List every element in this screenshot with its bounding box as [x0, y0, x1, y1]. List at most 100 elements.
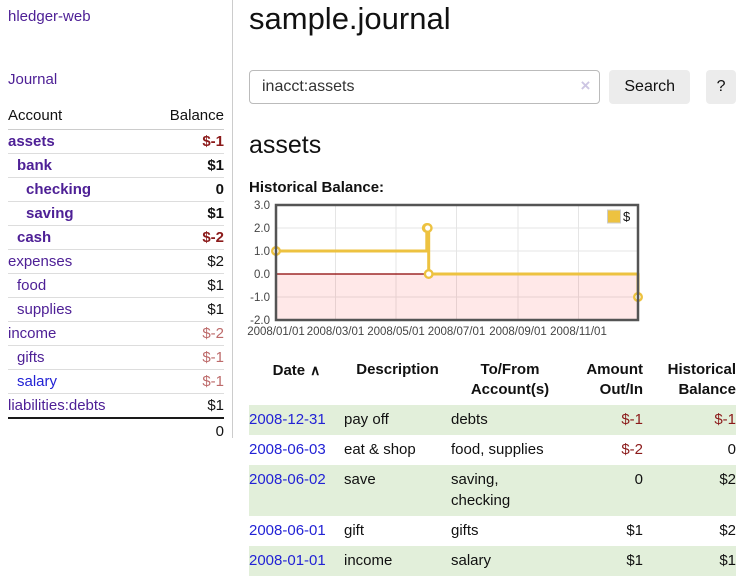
- accounts-table: Account Balance assets $-1 bank $1 checking 0…: [8, 104, 224, 443]
- transaction-amount: 0: [569, 465, 643, 516]
- account-row: bank $1: [8, 153, 224, 178]
- transaction-description: save: [344, 465, 451, 516]
- account-link[interactable]: assets: [8, 133, 55, 150]
- account-link[interactable]: checking: [26, 181, 92, 198]
- account-balance: $1: [146, 273, 224, 298]
- column-header-label: To/From Account(s): [470, 361, 550, 398]
- svg-text:3.0: 3.0: [254, 200, 270, 212]
- account-link[interactable]: supplies: [17, 301, 73, 318]
- transaction-date-link[interactable]: 2008-06-01: [249, 522, 326, 539]
- column-header-description: Description: [344, 358, 451, 405]
- account-row: food $1: [8, 273, 224, 298]
- help-button[interactable]: ?: [706, 70, 736, 104]
- transaction-date-cell: 2008-06-02: [249, 465, 344, 516]
- transaction-amount: $-2: [621, 441, 643, 458]
- transaction-amount: $-1: [569, 405, 643, 435]
- account-link[interactable]: salary: [17, 373, 58, 390]
- transaction-date-cell: 2008-06-01: [249, 516, 344, 546]
- account-row: saving $1: [8, 201, 224, 226]
- account-row: cash $-2: [8, 225, 224, 250]
- account-name-cell: cash: [8, 225, 147, 250]
- account-balance: $1: [146, 153, 224, 178]
- account-row: salary $-1: [8, 369, 224, 394]
- account-balance: $-1: [146, 345, 224, 370]
- transaction-balance: $-1: [643, 405, 736, 435]
- transaction-accounts: gifts: [451, 522, 479, 539]
- account-row: gifts $-1: [8, 345, 224, 370]
- transaction-description: gift: [344, 522, 365, 539]
- svg-text:2008/07/01: 2008/07/01: [428, 326, 486, 338]
- column-header-label: Historical Balance: [667, 361, 736, 398]
- account-name-cell: salary: [8, 369, 147, 394]
- transaction-row: 2008-06-02 save saving, checking 0 $2: [249, 465, 736, 516]
- svg-text:$: $: [623, 209, 631, 224]
- account-row: assets $-1: [8, 129, 224, 154]
- accounts-total-value: 0: [215, 423, 224, 440]
- transaction-date-link[interactable]: 2008-06-02: [249, 471, 326, 488]
- account-name-cell: assets: [8, 129, 147, 154]
- accounts-header-row: Account Balance: [8, 104, 224, 130]
- svg-text:-2.0: -2.0: [250, 315, 270, 327]
- clear-search-icon[interactable]: ×: [580, 76, 591, 95]
- account-row: supplies $1: [8, 297, 224, 322]
- column-header-label: Amount Out/In: [586, 361, 643, 398]
- transaction-row: 2008-06-03 eat & shop food, supplies $-2 0: [249, 435, 736, 465]
- account-name-cell: saving: [8, 201, 147, 226]
- main-content: sample.journal × Search ? assets Histori…: [233, 0, 736, 576]
- search-button[interactable]: Search: [609, 70, 691, 104]
- account-name-cell: liabilities:debts: [8, 393, 147, 419]
- svg-text:2008/11/01: 2008/11/01: [550, 326, 607, 338]
- account-link[interactable]: income: [8, 325, 57, 342]
- transaction-description: income: [344, 546, 451, 576]
- svg-text:2008/05/01: 2008/05/01: [367, 326, 425, 338]
- app-title-link[interactable]: hledger-web: [8, 8, 91, 25]
- account-row: checking 0: [8, 177, 224, 202]
- accounts-header-account: Account: [8, 104, 147, 130]
- transaction-row: 2008-12-31 pay off debts $-1 $-1: [249, 405, 736, 435]
- historical-balance-chart[interactable]: $3.0 2.0 1.0 0.0 -1.0 -2.0 2008/01/01 2008/03/0…: [247, 200, 736, 340]
- account-balance: $1: [146, 297, 224, 322]
- svg-text:-1.0: -1.0: [250, 292, 270, 304]
- account-link[interactable]: liabilities:debts: [8, 397, 106, 414]
- account-link[interactable]: gifts: [17, 349, 45, 366]
- transaction-accounts: debts: [451, 405, 569, 435]
- account-link[interactable]: expenses: [8, 253, 73, 270]
- transaction-date-link[interactable]: 2008-12-31: [249, 411, 326, 428]
- account-balance: $-1: [146, 129, 224, 154]
- account-link[interactable]: bank: [17, 157, 53, 174]
- svg-text:2.0: 2.0: [254, 223, 270, 235]
- account-name-cell: food: [8, 273, 147, 298]
- account-row: income $-2: [8, 321, 224, 346]
- account-link[interactable]: cash: [17, 229, 52, 246]
- account-link[interactable]: saving: [26, 205, 74, 222]
- account-row: expenses $2: [8, 249, 224, 274]
- transaction-date-link[interactable]: 2008-06-03: [249, 441, 326, 458]
- transaction-date-cell: 2008-12-31: [249, 405, 344, 435]
- column-header-label: Date: [272, 362, 306, 379]
- account-balance: $2: [146, 249, 224, 274]
- column-header-historical-balance: Historical Balance: [643, 358, 736, 405]
- account-balance: $1: [146, 201, 224, 226]
- account-balance: 0: [146, 177, 224, 202]
- account-balance: $-1: [146, 369, 224, 394]
- account-name-cell: expenses: [8, 249, 147, 274]
- account-name-cell: income: [8, 321, 147, 346]
- transaction-date-link[interactable]: 2008-01-01: [249, 552, 326, 569]
- account-heading: assets: [249, 131, 322, 159]
- account-name-cell: checking: [8, 177, 147, 202]
- svg-text:1.0: 1.0: [254, 246, 270, 258]
- svg-text:2008/01/01: 2008/01/01: [247, 326, 305, 338]
- transaction-amount: $1: [569, 546, 643, 576]
- transaction-balance: 0: [727, 441, 736, 458]
- transaction-accounts: salary: [451, 546, 569, 576]
- search-input[interactable]: [249, 70, 601, 104]
- sidebar-item-journal[interactable]: Journal: [8, 71, 58, 88]
- accounts-total-row: 0: [8, 418, 224, 443]
- account-name-cell: bank: [8, 153, 147, 178]
- search-box: ×: [249, 70, 601, 104]
- svg-text:2008/03/01: 2008/03/01: [307, 326, 365, 338]
- transaction-balance: $2: [643, 465, 736, 516]
- account-link[interactable]: food: [17, 277, 47, 294]
